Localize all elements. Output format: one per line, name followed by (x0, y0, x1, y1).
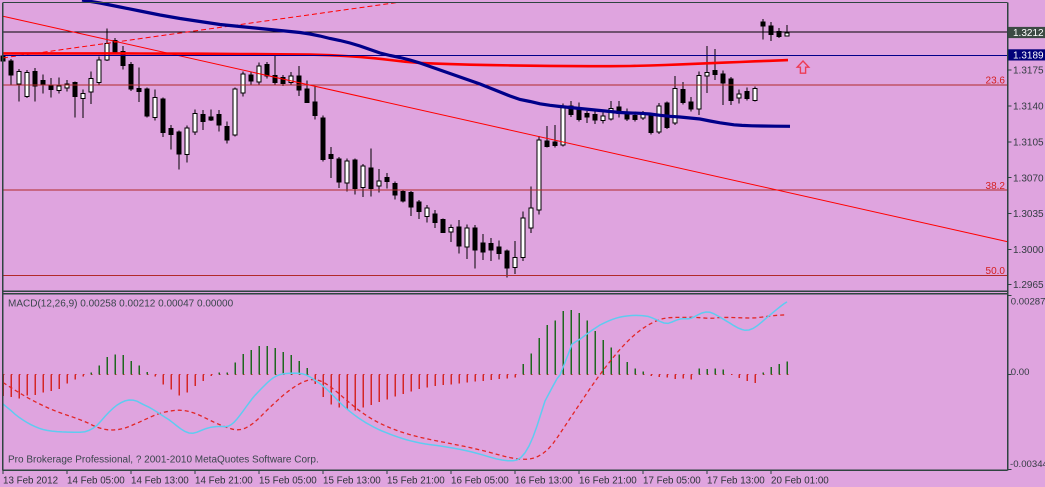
svg-text:1.2965: 1.2965 (1013, 280, 1044, 291)
svg-text:14 Feb 21:00: 14 Feb 21:00 (195, 476, 253, 487)
svg-text:Pro Brokerage Professional, ?: Pro Brokerage Professional, ? 2001-2010 … (8, 455, 319, 466)
svg-text:0.00: 0.00 (1011, 367, 1030, 378)
svg-text:23.6: 23.6 (986, 75, 1006, 86)
svg-text:1.3000: 1.3000 (1013, 245, 1044, 256)
svg-text:17 Feb 05:00: 17 Feb 05:00 (643, 476, 701, 487)
svg-text:0.00287: 0.00287 (1011, 296, 1045, 307)
svg-text:20 Feb 01:00: 20 Feb 01:00 (771, 476, 829, 487)
svg-text:38.2: 38.2 (986, 181, 1006, 192)
svg-text:15 Feb 13:00: 15 Feb 13:00 (323, 476, 381, 487)
svg-text:16 Feb 13:00: 16 Feb 13:00 (515, 476, 573, 487)
svg-text:1.3105: 1.3105 (1013, 137, 1044, 148)
svg-text:15 Feb 05:00: 15 Feb 05:00 (259, 476, 317, 487)
svg-text:-0.00344: -0.00344 (1010, 459, 1045, 470)
svg-text:1.3189: 1.3189 (1013, 50, 1044, 61)
svg-text:15 Feb 21:00: 15 Feb 21:00 (387, 476, 445, 487)
svg-text:17 Feb 13:00: 17 Feb 13:00 (707, 476, 765, 487)
svg-text:16 Feb 21:00: 16 Feb 21:00 (579, 476, 637, 487)
svg-text:1.3035: 1.3035 (1013, 209, 1044, 220)
svg-text:50.0: 50.0 (986, 266, 1006, 277)
svg-text:16 Feb 05:00: 16 Feb 05:00 (451, 476, 509, 487)
svg-text:13 Feb 2012: 13 Feb 2012 (3, 476, 58, 487)
svg-text:14 Feb 05:00: 14 Feb 05:00 (67, 476, 125, 487)
svg-text:1.3175: 1.3175 (1013, 66, 1044, 77)
svg-text:1.3212: 1.3212 (1013, 28, 1044, 39)
svg-text:14 Feb 13:00: 14 Feb 13:00 (131, 476, 189, 487)
svg-text:1.3140: 1.3140 (1013, 102, 1044, 113)
svg-text:MACD(12,26,9) 0.00258 0.00212: MACD(12,26,9) 0.00258 0.00212 0.00047 0.… (8, 299, 234, 310)
svg-text:1.3070: 1.3070 (1013, 173, 1044, 184)
